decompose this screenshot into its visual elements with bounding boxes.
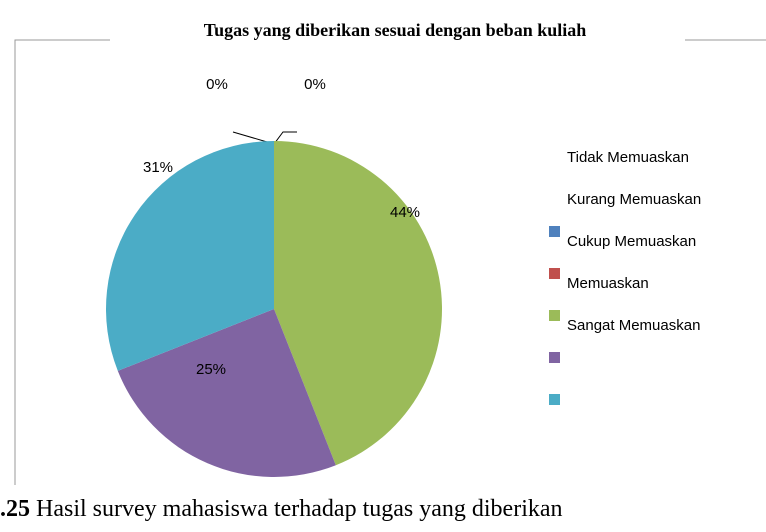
leader-line [232, 131, 297, 145]
caption: .25 Hasil survey mahasiswa terhadap tugas… [0, 496, 563, 522]
legend-swatch [549, 226, 560, 237]
data-label: 44% [390, 204, 420, 221]
pie-slice [274, 141, 443, 466]
data-label: 31% [143, 159, 173, 176]
caption-background [0, 485, 766, 532]
legend-label: Tidak Memuaskan [567, 149, 689, 166]
caption-number: .25 [0, 496, 30, 522]
data-label: 0% [206, 76, 228, 93]
legend-swatch [549, 310, 560, 321]
data-label: 0% [304, 76, 326, 93]
legend-swatch [549, 352, 560, 363]
pie-slice [106, 141, 274, 371]
chart-title: Tugas yang diberikan sesuai dengan beban… [204, 20, 587, 40]
caption-text: Hasil survey mahasiswa terhadap tugas ya… [36, 496, 563, 522]
data-label: 25% [196, 361, 226, 378]
legend-swatch [549, 268, 560, 279]
legend-label: Kurang Memuaskan [567, 191, 701, 208]
legend-label: Memuaskan [567, 275, 649, 292]
title-background [110, 18, 685, 42]
pie-slice [117, 309, 336, 478]
legend-label: Sangat Memuaskan [567, 317, 700, 334]
legend-label: Cukup Memuaskan [567, 233, 696, 250]
legend-swatch [549, 394, 560, 405]
